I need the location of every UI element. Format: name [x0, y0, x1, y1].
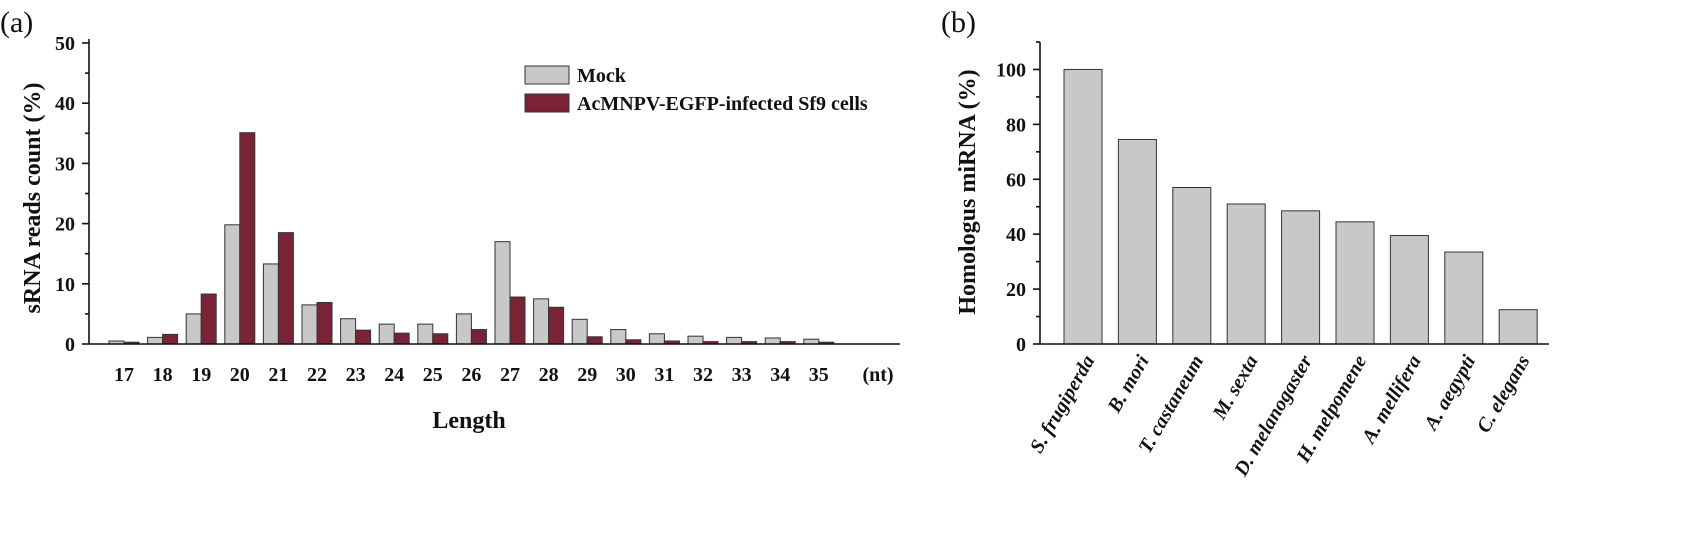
panel-b-y-tick-label: 80: [1006, 114, 1026, 136]
panel-a-x-tick-label: 19: [191, 364, 211, 386]
panel-a-x-tick-label: 17: [114, 364, 134, 386]
panel-a-x-tick-label: 24: [384, 364, 404, 386]
panel-a-x-tick-label: 25: [423, 364, 443, 386]
panel-b-chart: (b) Homologus miRNA (%) 0 20 40 60 80 100 S. …: [941, 6, 1549, 481]
panel-a-x-tick-label: 32: [693, 364, 713, 386]
panel-b-x-tick-label: A. aegypti: [1419, 351, 1480, 435]
bar-homolog-b-mori: [1117, 138, 1157, 345]
panel-a-y-tick-label: 10: [55, 274, 75, 296]
bar-infected-27: [509, 296, 526, 345]
bar-mock-33: [726, 336, 743, 345]
panel-b-y-tick-label: 0: [1016, 334, 1026, 356]
bar-mock-20: [224, 224, 241, 345]
panel-a-x-tick-label: 21: [268, 364, 288, 386]
bar-infected-19: [200, 293, 217, 345]
panel-b-x-tick-label: C. elegans: [1473, 351, 1535, 436]
panel-a-x-tick-label: 31: [654, 364, 674, 386]
bar-homolog-c-elegans: [1498, 309, 1538, 345]
bar-homolog-d-melanogaster: [1281, 210, 1321, 345]
bar-infected-21: [277, 232, 294, 345]
panel-a-y-tick-label: 40: [55, 93, 75, 115]
legend-label-infected: AcMNPV-EGFP-infected Sf9 cells: [577, 93, 868, 115]
bar-mock-29: [571, 318, 588, 345]
panel-a-x-tick-label: 23: [346, 364, 366, 386]
bar-mock-21: [262, 263, 279, 345]
bar-infected-20: [239, 132, 256, 345]
panel-a-x-tick-label: 27: [500, 364, 520, 386]
bar-homolog-a-mellifera: [1389, 235, 1429, 345]
legend-swatch-infected: [524, 93, 570, 113]
bar-mock-24: [378, 323, 395, 345]
panel-a-x-tick-label: 20: [230, 364, 250, 386]
bar-infected-25: [432, 333, 449, 345]
panel-a-x-tick-label: 35: [809, 364, 829, 386]
panel-a-x-tick-label: 22: [307, 364, 327, 386]
panel-b-y-tick-label: 20: [1006, 279, 1026, 301]
bar-homolog-t-castaneum: [1172, 187, 1212, 345]
panel-a-x-tick-label: 28: [539, 364, 559, 386]
panel-b-y-tick-label: 40: [1006, 224, 1026, 246]
panel-a-y-tick-label: 30: [55, 153, 75, 175]
panel-a-x-tick-label: 33: [732, 364, 752, 386]
panel-b-y-tick-label: 100: [996, 59, 1026, 81]
panel-b-x-tick-label: S. frugiperda: [1026, 352, 1100, 457]
bar-infected-23: [355, 329, 372, 345]
bar-mock-25: [417, 323, 434, 345]
bar-mock-23: [340, 318, 357, 345]
bar-homolog-m-sexta: [1226, 203, 1266, 345]
panel-a-x-axis-title: Length: [432, 408, 505, 434]
bar-mock-31: [648, 333, 665, 345]
legend-swatch-mock: [524, 65, 570, 85]
bar-mock-32: [687, 335, 704, 345]
panel-a-x-tick-label: 30: [616, 364, 636, 386]
panel-a-legend: Mock AcMNPV-EGFP-infected Sf9 cells: [524, 65, 868, 115]
panel-a-x-tick-label: 26: [461, 364, 481, 386]
panel-a-y-axis-title: sRNA reads count (%): [20, 83, 46, 314]
bar-mock-18: [147, 336, 164, 345]
bar-mock-34: [764, 337, 781, 345]
panel-b-y-axis-title: Homologus miRNA (%): [955, 69, 981, 314]
legend-label-mock: Mock: [577, 65, 627, 87]
panel-a-x-tick-label: 29: [577, 364, 597, 386]
panel-a-y-tick-label: 0: [65, 334, 75, 356]
bar-homolog-h-melpomene: [1335, 221, 1375, 345]
bar-mock-22: [301, 304, 318, 345]
bar-infected-18: [162, 333, 179, 345]
panel-a-y-tick-label: 20: [55, 214, 75, 236]
panel-b-x-tick-label: M. sexta: [1208, 352, 1263, 424]
panel-a-chart: (a) sRNA reads count (%) Length (nt) 0 10…: [0, 6, 900, 434]
bar-infected-24: [393, 332, 410, 345]
bar-mock-19: [185, 313, 202, 345]
bar-homolog-a-aegypti: [1444, 251, 1484, 345]
bar-infected-26: [470, 329, 487, 345]
panel-a-x-tick-label: 18: [153, 364, 173, 386]
panel-b-label: (b): [941, 6, 976, 39]
bar-mock-26: [455, 313, 472, 345]
bar-infected-22: [316, 301, 333, 345]
panel-a-y-tick-label: 50: [55, 33, 75, 55]
bar-infected-29: [586, 336, 603, 345]
panel-b-y-tick-label: 60: [1006, 169, 1026, 191]
bar-mock-28: [533, 298, 550, 345]
panel-a-x-unit-label: (nt): [862, 364, 893, 386]
bar-mock-30: [610, 329, 627, 345]
panel-b-x-tick-label: B. mori: [1103, 351, 1154, 417]
panel-a-x-tick-label: 34: [770, 364, 790, 386]
bar-mock-27: [494, 241, 511, 345]
panel-a-label: (a): [0, 6, 33, 39]
bar-infected-28: [548, 306, 565, 345]
bar-homolog-s-frugiperda: [1063, 68, 1103, 345]
